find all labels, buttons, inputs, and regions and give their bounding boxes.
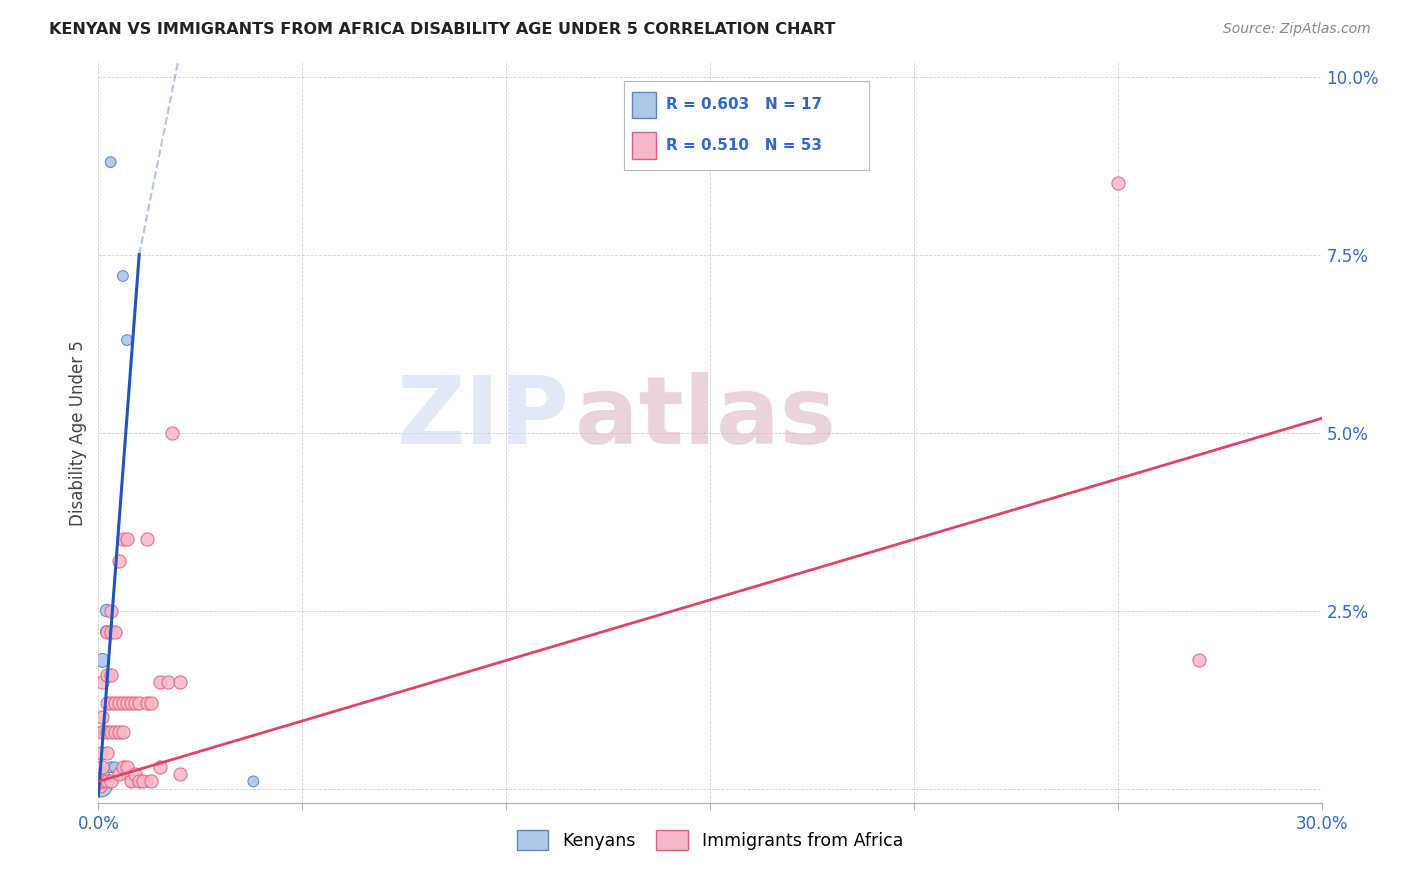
Point (115, 696, 138, 710)
Point (149, 674, 172, 689)
Point (96, 624, 118, 639)
Point (141, 696, 163, 710)
Point (115, 533, 138, 547)
Point (96, 746, 118, 760)
Point (100, 696, 122, 710)
Point (136, 696, 159, 710)
Point (242, 774, 264, 789)
Point (93, 724, 115, 739)
Point (111, 268, 134, 283)
Point (169, 767, 191, 781)
Text: ZIP: ZIP (396, 372, 569, 464)
Point (89, 774, 111, 789)
Point (89, 778, 111, 792)
Point (90, 724, 112, 739)
Text: KENYAN VS IMMIGRANTS FROM AFRICA DISABILITY AGE UNDER 5 CORRELATION CHART: KENYAN VS IMMIGRANTS FROM AFRICA DISABIL… (49, 22, 835, 37)
Point (91, 767, 114, 781)
Point (104, 624, 127, 639)
Point (100, 724, 122, 739)
Point (132, 774, 155, 789)
Point (108, 767, 131, 781)
Point (91, 774, 114, 789)
Point (96, 774, 118, 789)
Point (108, 696, 131, 710)
Point (100, 667, 122, 681)
Point (96, 667, 118, 681)
Point (115, 760, 138, 774)
Point (111, 696, 134, 710)
Point (90, 774, 112, 789)
Point (169, 674, 191, 689)
Point (89, 780, 111, 794)
Point (91, 760, 114, 774)
Point (124, 767, 146, 781)
Point (136, 774, 159, 789)
Point (100, 760, 122, 774)
Point (96, 604, 118, 618)
Point (128, 696, 150, 710)
Point (96, 724, 118, 739)
Point (91, 710, 114, 724)
Point (108, 767, 131, 781)
Point (108, 724, 131, 739)
Point (111, 533, 134, 547)
Point (136, 533, 159, 547)
Point (128, 774, 150, 789)
Point (1107, 177, 1129, 191)
Point (108, 554, 131, 568)
Point (100, 155, 122, 169)
Point (111, 724, 134, 739)
Point (1188, 653, 1211, 667)
Point (91, 653, 114, 667)
Point (160, 425, 183, 440)
Point (100, 624, 122, 639)
Point (100, 774, 122, 789)
Point (100, 604, 122, 618)
Point (96, 696, 118, 710)
Point (156, 674, 179, 689)
Point (96, 624, 118, 639)
Point (91, 674, 114, 689)
Point (149, 760, 172, 774)
Point (120, 774, 142, 789)
Point (120, 696, 142, 710)
Point (104, 760, 127, 774)
Point (111, 760, 134, 774)
Point (124, 696, 146, 710)
Point (104, 724, 127, 739)
Point (104, 696, 127, 710)
Legend: Kenyans, Immigrants from Africa: Kenyans, Immigrants from Africa (510, 823, 910, 857)
Point (128, 774, 150, 789)
Point (90, 746, 112, 760)
Text: atlas: atlas (575, 372, 837, 464)
Y-axis label: Disability Age Under 5: Disability Age Under 5 (69, 340, 87, 525)
Point (141, 774, 163, 789)
Point (120, 774, 142, 789)
Point (115, 333, 138, 347)
Text: Source: ZipAtlas.com: Source: ZipAtlas.com (1223, 22, 1371, 37)
